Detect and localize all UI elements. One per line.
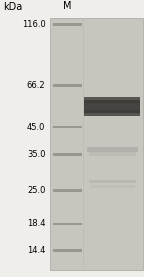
Bar <box>84 97 140 116</box>
Bar <box>87 147 138 152</box>
Bar <box>53 23 82 26</box>
Bar <box>50 18 143 270</box>
Text: 45.0: 45.0 <box>27 122 45 132</box>
Bar <box>89 180 136 183</box>
Text: 25.0: 25.0 <box>27 186 45 195</box>
Bar <box>84 103 140 110</box>
Text: kDa: kDa <box>3 2 22 12</box>
Text: 14.4: 14.4 <box>27 246 45 255</box>
Bar <box>53 189 82 192</box>
Bar <box>53 84 82 86</box>
Bar <box>90 185 135 188</box>
Bar <box>84 97 140 100</box>
Bar <box>53 222 82 225</box>
Bar <box>89 152 136 156</box>
Bar <box>53 249 82 252</box>
Text: 116.0: 116.0 <box>22 20 45 29</box>
Bar <box>84 113 140 116</box>
Text: 35.0: 35.0 <box>27 150 45 159</box>
Text: 18.4: 18.4 <box>27 219 45 229</box>
Text: M: M <box>63 1 72 11</box>
Bar <box>53 153 82 156</box>
Text: 66.2: 66.2 <box>27 81 45 90</box>
Bar <box>53 126 82 129</box>
